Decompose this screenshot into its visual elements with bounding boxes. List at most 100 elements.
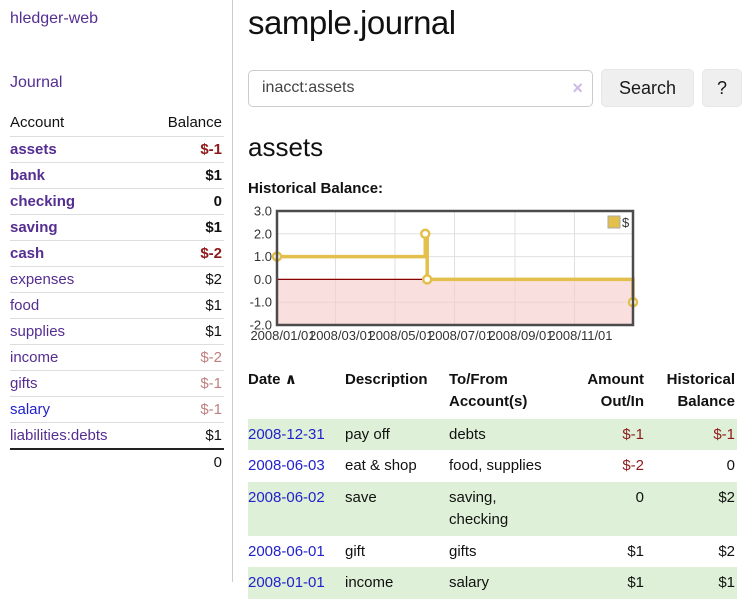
transaction-date-link[interactable]: 2008-06-01	[248, 542, 325, 560]
y-axis-tick-label: 3.0	[254, 204, 272, 219]
account-link-food[interactable]: food	[10, 297, 40, 314]
historical-balance-chart: 3.0 2.0 1.0 0.0 -1.0 -2.02008/01/012008/03/01…	[250, 204, 639, 343]
account-row: food $1	[10, 292, 224, 319]
x-axis-tick-label: 2008/07/01	[428, 328, 493, 343]
y-axis-tick-label: -1.0	[250, 295, 272, 310]
transaction-accounts: food, supplies	[449, 457, 542, 475]
account-link-gifts[interactable]: gifts	[10, 375, 38, 392]
account-balance: 0	[145, 188, 224, 215]
y-axis-tick-label: 0.0	[254, 272, 272, 287]
account-link-supplies[interactable]: supplies	[10, 323, 66, 340]
accounts-total-row: 0	[10, 448, 224, 475]
accounts-header-balance: Balance	[167, 114, 222, 131]
transaction-amount: $1	[627, 542, 644, 560]
transaction-date-link[interactable]: 2008-12-31	[248, 425, 325, 443]
transaction-amount: $1	[569, 567, 646, 599]
account-row: gifts $-1	[10, 370, 224, 397]
x-axis-tick-label: 2008/11/01	[548, 328, 612, 343]
account-balance: $1	[145, 318, 224, 345]
transaction-balance: $2	[646, 482, 737, 536]
account-link-bank[interactable]: bank	[10, 167, 46, 184]
transaction-description: pay off	[345, 418, 449, 451]
clear-search-icon[interactable]: ×	[572, 77, 583, 98]
account-row: expenses $2	[10, 266, 224, 293]
main-content: sample.journal × Search ? assets Histori…	[248, 0, 742, 599]
account-link-expenses[interactable]: expenses	[10, 271, 75, 288]
search-help-button[interactable]: ?	[701, 69, 742, 107]
search-input[interactable]	[248, 69, 593, 107]
account-link-cash[interactable]: cash	[10, 245, 45, 262]
transaction-balance: $2	[718, 542, 735, 560]
x-axis-tick-label: 2008/05/01	[368, 328, 433, 343]
transaction-date-link[interactable]: 2008-06-03	[248, 457, 325, 475]
transaction-balance: 0	[726, 457, 735, 475]
transaction-amount: 0	[569, 482, 646, 536]
account-balance: $-2	[145, 240, 224, 267]
account-row: salary $-1	[10, 396, 224, 423]
register-header-balance: Historical Balance	[666, 371, 735, 410]
search-button[interactable]: Search	[600, 69, 694, 107]
register-header-amount: Amount Out/In	[587, 371, 644, 410]
register-row: 2008-06-01 gift gifts $1 $2	[248, 536, 737, 568]
account-link-income[interactable]: income	[10, 349, 59, 366]
transaction-description: income	[345, 567, 449, 599]
x-axis-tick-label: 2008/03/01	[309, 328, 374, 343]
transaction-description: gift	[345, 542, 366, 560]
transaction-date-link[interactable]: 2008-06-02	[248, 489, 325, 506]
account-balance: $1	[145, 162, 224, 189]
account-row: bank $1	[10, 162, 224, 189]
account-heading: assets	[248, 132, 324, 162]
search-input-wrap: ×	[248, 69, 593, 107]
account-link-salary[interactable]: salary	[10, 401, 51, 418]
sidebar-item-journal[interactable]: Journal	[10, 74, 63, 91]
accounts-table-header-row: Account Balance	[10, 110, 224, 137]
total-spacer	[10, 448, 146, 475]
account-balance: $-1	[145, 370, 224, 397]
register-row: 2008-01-01 income salary $1 $1	[248, 567, 737, 599]
account-link-assets[interactable]: assets	[10, 141, 57, 158]
sort-ascending-icon: ∧	[284, 371, 297, 388]
account-balance: $1	[145, 214, 224, 241]
transaction-date-cell: 2008-01-01	[248, 567, 345, 599]
x-axis-tick-label: 2008/01/01	[250, 328, 315, 343]
sidebar: hledger-web Journal Account Balance asse…	[0, 0, 233, 582]
transaction-description: save	[345, 482, 449, 536]
legend-swatch	[607, 215, 621, 229]
account-balance: $-2	[145, 344, 224, 371]
x-axis-tick-label: 2008/09/01	[488, 328, 553, 343]
legend-label: $	[622, 215, 630, 230]
register-header-date[interactable]: Date ∧	[248, 371, 297, 388]
account-balance: $1	[145, 422, 224, 449]
app-brand-link[interactable]: hledger-web	[10, 10, 99, 27]
account-balance: $-1	[145, 136, 224, 163]
account-link-saving[interactable]: saving	[10, 219, 58, 236]
accounts-table: Account Balance assets $-1 bank $1 checking 0…	[10, 110, 224, 475]
account-row: income $-2	[10, 344, 224, 371]
transaction-date-link[interactable]: 2008-01-01	[248, 574, 325, 592]
account-link-liabilities-debts[interactable]: liabilities:debts	[10, 427, 108, 444]
transaction-description: eat & shop	[345, 457, 417, 475]
register-row: 2008-06-02 save saving, checking 0 $2	[248, 482, 737, 536]
transaction-accounts: saving, checking	[449, 482, 569, 536]
account-row: assets $-1	[10, 136, 224, 163]
account-link-checking[interactable]: checking	[10, 193, 76, 210]
account-row: cash $-2	[10, 240, 224, 267]
page-title: sample.journal	[248, 4, 456, 41]
accounts-header-account: Account	[10, 114, 65, 131]
account-balance: $1	[145, 292, 224, 319]
account-balance: $-1	[145, 396, 224, 423]
transaction-balance: $1	[646, 567, 737, 599]
register-row: 2008-12-31 pay off debts $-1 $-1	[248, 418, 737, 451]
account-row: supplies $1	[10, 318, 224, 345]
transaction-balance: $-1	[646, 418, 737, 451]
accounts-total-balance: 0	[145, 448, 224, 475]
transaction-accounts: debts	[449, 418, 569, 451]
register-table: Date ∧ Description To/From Account(s) Am…	[248, 365, 737, 599]
account-row: liabilities:debts $1	[10, 422, 224, 449]
register-row: 2008-06-03 eat & shop food, supplies $-2 0	[248, 450, 737, 482]
account-row: checking 0	[10, 188, 224, 215]
y-axis-tick-label: 1.0	[254, 249, 272, 264]
transaction-date-cell: 2008-06-01	[248, 536, 345, 568]
transaction-date-cell: 2008-12-31	[248, 418, 345, 451]
transaction-accounts: gifts	[449, 542, 477, 560]
